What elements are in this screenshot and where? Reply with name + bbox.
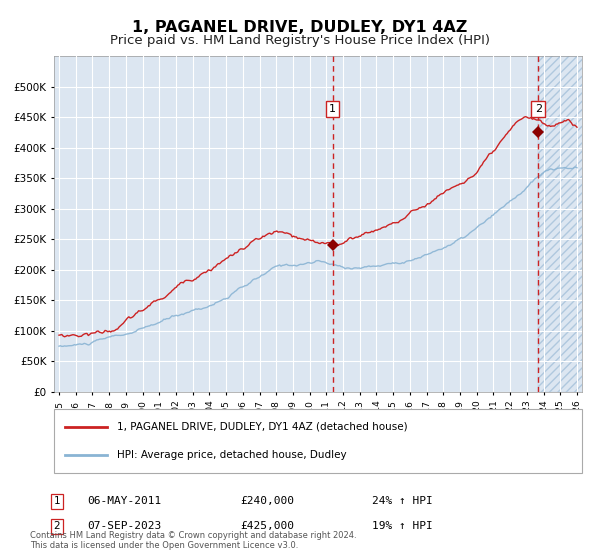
Text: £425,000: £425,000 xyxy=(240,521,294,531)
Text: Contains HM Land Registry data © Crown copyright and database right 2024.
This d: Contains HM Land Registry data © Crown c… xyxy=(30,530,356,550)
Text: 2: 2 xyxy=(535,104,542,114)
Text: 1, PAGANEL DRIVE, DUDLEY, DY1 4AZ (detached house): 1, PAGANEL DRIVE, DUDLEY, DY1 4AZ (detac… xyxy=(118,422,408,432)
Text: 1: 1 xyxy=(53,496,61,506)
Text: HPI: Average price, detached house, Dudley: HPI: Average price, detached house, Dudl… xyxy=(118,450,347,460)
Text: 2: 2 xyxy=(53,521,61,531)
Text: 07-SEP-2023: 07-SEP-2023 xyxy=(87,521,161,531)
Text: 1: 1 xyxy=(329,104,336,114)
Text: 24% ↑ HPI: 24% ↑ HPI xyxy=(372,496,433,506)
FancyBboxPatch shape xyxy=(54,409,582,473)
Text: Price paid vs. HM Land Registry's House Price Index (HPI): Price paid vs. HM Land Registry's House … xyxy=(110,34,490,46)
Text: 19% ↑ HPI: 19% ↑ HPI xyxy=(372,521,433,531)
Text: 1, PAGANEL DRIVE, DUDLEY, DY1 4AZ: 1, PAGANEL DRIVE, DUDLEY, DY1 4AZ xyxy=(133,20,467,35)
Bar xyxy=(538,56,586,392)
Text: 06-MAY-2011: 06-MAY-2011 xyxy=(87,496,161,506)
Bar xyxy=(538,56,586,392)
Text: £240,000: £240,000 xyxy=(240,496,294,506)
